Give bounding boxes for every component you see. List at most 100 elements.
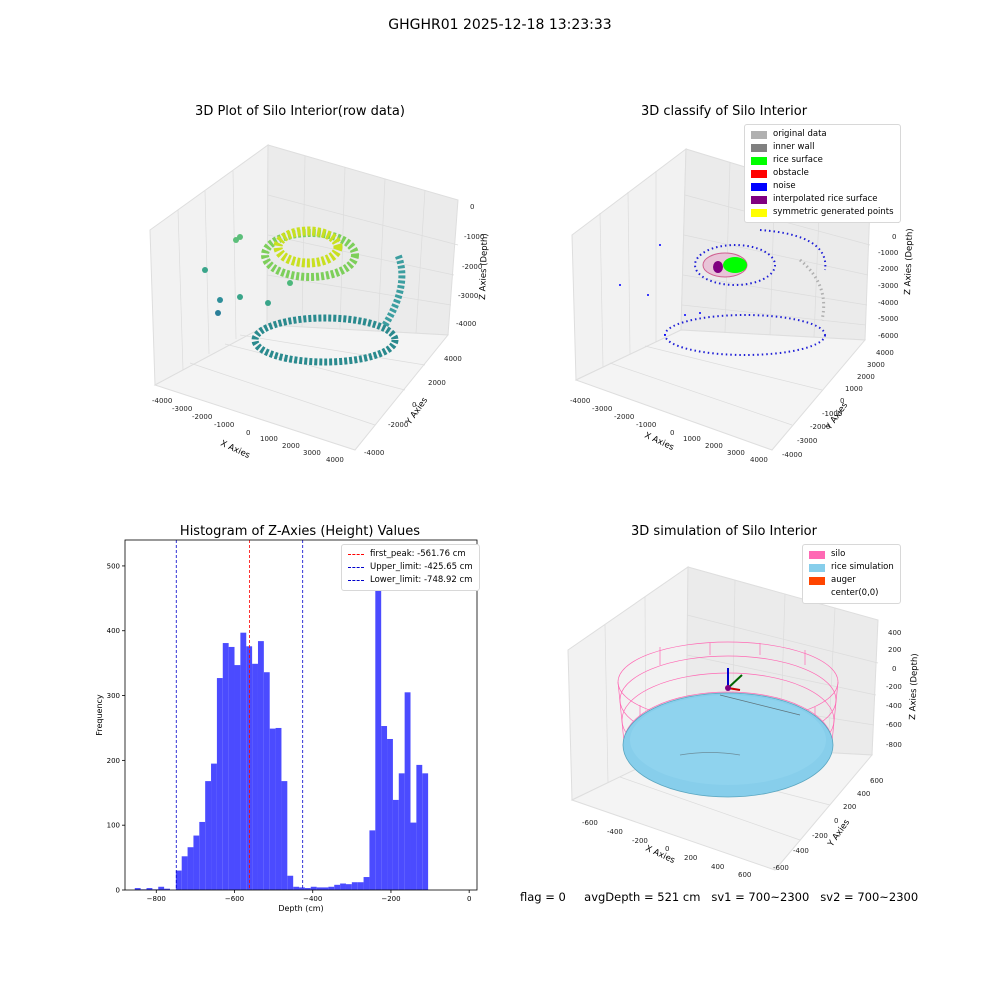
simulation-3d-plot[interactable]: -600 -400 -200 0 200 400 600 -600 -400 -…	[560, 555, 940, 885]
histogram-bar	[357, 882, 364, 890]
histogram-chart[interactable]: −800 −600 −400 −200 0 0 100 200 300 400 500 Depth…	[0, 530, 500, 920]
histogram-bar	[369, 830, 376, 890]
x-tick-label: −600	[225, 895, 244, 903]
status-sv1: sv1 = 700~2300	[711, 890, 810, 904]
histogram-bar	[187, 847, 194, 890]
svg-text:-4000: -4000	[878, 299, 898, 307]
legend-entry-noise: noise	[751, 180, 894, 193]
raw-3d-plot[interactable]: -4000 -3000 -2000 -1000 0 1000 2000 3000…	[130, 135, 510, 475]
legend-entry-symmetric: symmetric generated points	[751, 206, 894, 219]
histogram-bar	[281, 781, 288, 890]
svg-text:-4000: -4000	[782, 451, 802, 459]
svg-text:4000: 4000	[750, 456, 768, 464]
histogram-bar	[234, 665, 241, 890]
svg-text:600: 600	[738, 871, 751, 879]
histogram-bar	[193, 835, 200, 890]
raw-x-ticks: -4000 -3000 -2000 -1000 0 1000 2000 3000…	[152, 397, 344, 464]
legend-entry-first-peak: first_peak: -561.76 cm	[348, 548, 473, 561]
histogram-bar	[404, 692, 411, 890]
svg-text:400: 400	[857, 790, 870, 798]
classify-3d-points	[619, 229, 827, 356]
histogram-bar	[181, 856, 188, 890]
histogram-bar	[398, 773, 405, 890]
legend-swatch	[751, 130, 767, 139]
svg-text:0: 0	[470, 203, 474, 211]
histogram-bar	[269, 728, 276, 890]
svg-text:-3000: -3000	[797, 437, 817, 445]
histogram-bar	[410, 822, 417, 890]
histogram-bar	[375, 552, 382, 890]
svg-text:3000: 3000	[727, 449, 745, 457]
histogram-bar	[205, 781, 212, 890]
histogram-bar	[351, 882, 358, 890]
histogram-bar	[222, 643, 229, 890]
histogram-bar	[345, 884, 352, 890]
svg-text:-600: -600	[773, 864, 789, 872]
histogram-bar	[381, 726, 388, 890]
svg-text:2000: 2000	[428, 379, 446, 387]
histogram-bar	[257, 641, 264, 890]
raw-y-ticks: -4000 -2000 0 2000 4000	[364, 355, 462, 457]
histogram-y-label: Frequency	[95, 694, 104, 736]
svg-text:4000: 4000	[876, 349, 894, 357]
svg-text:-4000: -4000	[570, 397, 590, 405]
svg-text:-2000: -2000	[878, 265, 898, 273]
svg-text:400: 400	[888, 629, 901, 637]
status-avg-depth: avgDepth = 521 cm	[584, 890, 701, 904]
histogram-bar	[228, 646, 235, 890]
histogram-bar	[275, 727, 282, 890]
legend-entry-auger: auger	[809, 574, 894, 587]
svg-text:-5000: -5000	[878, 315, 898, 323]
x-tick-label: −800	[147, 895, 166, 903]
svg-text:0: 0	[665, 845, 669, 853]
histogram-bar	[422, 773, 429, 890]
svg-text:0: 0	[246, 429, 250, 437]
histogram-bar	[304, 888, 311, 890]
histogram-bar	[287, 875, 294, 890]
y-tick-label: 400	[107, 627, 120, 635]
y-tick-label: 500	[107, 562, 120, 570]
y-tick-label: 100	[107, 822, 120, 830]
status-flag: flag = 0	[520, 890, 566, 904]
svg-text:-4000: -4000	[456, 320, 476, 328]
legend-entry-center: center(0,0)	[831, 588, 879, 598]
svg-text:1000: 1000	[683, 435, 701, 443]
histogram-bar	[199, 821, 206, 890]
status-sv2: sv2 = 700~2300	[820, 890, 919, 904]
raw-x-label: X Axies	[219, 439, 252, 462]
y-tick-label: 0	[116, 887, 120, 895]
histogram-y-ticks: 0 100 200 300 400 500	[107, 562, 125, 895]
svg-text:-3000: -3000	[592, 405, 612, 413]
svg-text:-2000: -2000	[614, 413, 634, 421]
svg-text:-1000: -1000	[636, 421, 656, 429]
raw-3d-grid	[177, 155, 459, 426]
svg-text:-400: -400	[793, 847, 809, 855]
svg-text:-600: -600	[582, 819, 598, 827]
simulation-rice-surface	[622, 692, 834, 798]
svg-text:0: 0	[670, 429, 674, 437]
histogram-bar	[164, 888, 170, 890]
histogram-bar	[246, 646, 253, 890]
histogram-bar	[310, 886, 317, 890]
svg-text:-200: -200	[812, 832, 828, 840]
histogram-x-ticks: −800 −600 −400 −200 0	[147, 890, 471, 903]
histogram-bar	[316, 887, 323, 890]
legend-entry-rice-simulation: rice simulation	[809, 561, 894, 574]
figure-suptitle: GHGHR01 2025-12-18 13:23:33	[388, 17, 612, 33]
raw-y-label: Y Axies	[404, 395, 431, 427]
classify-z-label: Z Axies (Depth)	[903, 228, 915, 295]
histogram-title: Histogram of Z-Axies (Height) Values	[179, 524, 421, 539]
y-tick-label: 200	[107, 757, 120, 765]
svg-text:-6000: -6000	[878, 332, 898, 340]
svg-text:0: 0	[412, 401, 416, 409]
histogram-bar	[322, 887, 329, 890]
histogram-bar	[416, 764, 423, 890]
simulation-y-label: Y Axies	[826, 817, 853, 849]
x-tick-label: −400	[303, 895, 322, 903]
histogram-bar	[240, 632, 247, 890]
legend-entry-original-data: original data	[751, 128, 894, 141]
svg-text:-2000: -2000	[192, 413, 212, 421]
simulation-plot-title: 3D simulation of Silo Interior	[631, 524, 817, 539]
simulation-x-label: X Axies	[644, 844, 677, 867]
histogram-bar	[146, 888, 153, 890]
